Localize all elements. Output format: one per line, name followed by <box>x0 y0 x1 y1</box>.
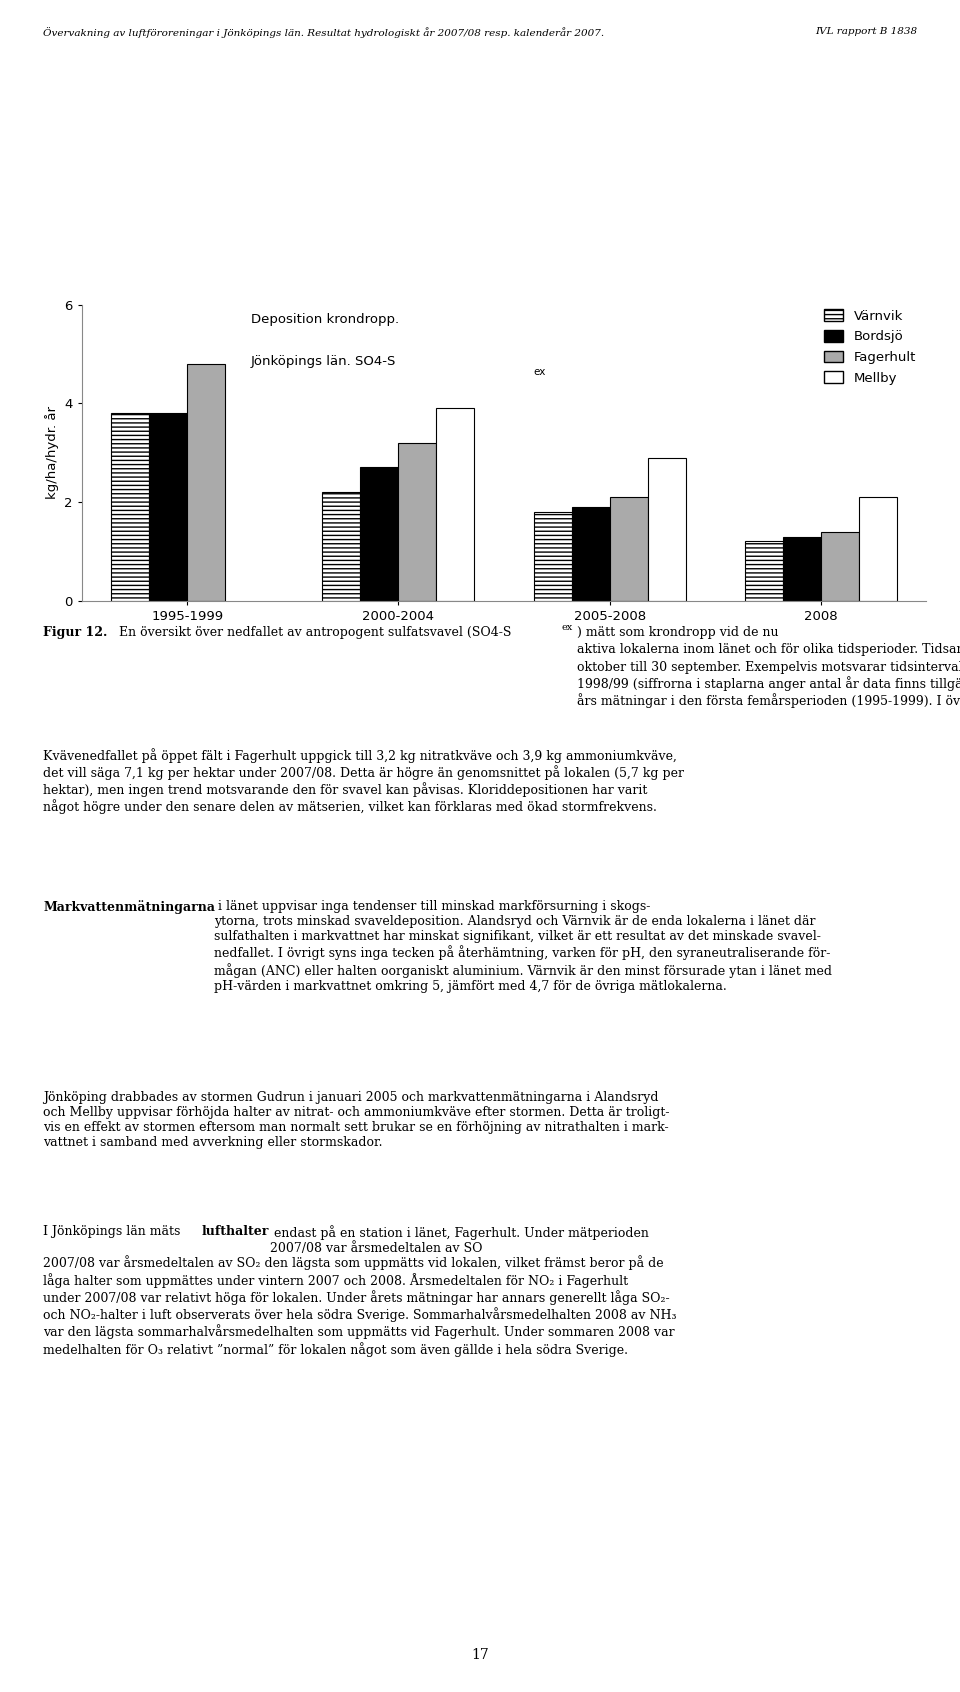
Bar <box>187 364 226 601</box>
Bar <box>398 443 437 601</box>
Text: 17: 17 <box>471 1648 489 1662</box>
Text: endast på en station i länet, Fagerhult. Under mätperioden
2007/08 var årsmedelt: endast på en station i länet, Fagerhult.… <box>270 1225 649 1255</box>
Y-axis label: kg/ha/hydr. år: kg/ha/hydr. år <box>44 406 59 499</box>
Bar <box>821 531 859 601</box>
Bar <box>745 541 782 601</box>
Legend: Värnvik, Bordsjö, Fagerhult, Mellby: Värnvik, Bordsjö, Fagerhult, Mellby <box>821 305 920 389</box>
Text: i länet uppvisar inga tendenser till minskad markförsurning i skogs-
ytorna, tro: i länet uppvisar inga tendenser till min… <box>214 900 832 993</box>
Text: I Jönköpings län mäts: I Jönköpings län mäts <box>43 1225 184 1239</box>
Bar <box>323 492 360 601</box>
Bar <box>648 457 685 601</box>
Text: ) mätt som krondropp vid de nu
aktiva lokalerna inom länet och för olika tidsper: ) mätt som krondropp vid de nu aktiva lo… <box>577 626 960 707</box>
Bar <box>534 513 571 601</box>
Bar <box>360 467 398 601</box>
Text: lufthalter: lufthalter <box>202 1225 269 1239</box>
Bar <box>610 497 648 601</box>
Text: Markvattenmätningarna: Markvattenmätningarna <box>43 900 215 914</box>
Bar <box>782 536 821 601</box>
Text: En översikt över nedfallet av antropogent sulfatsvavel (SO4-S: En översikt över nedfallet av antropogen… <box>115 626 512 640</box>
Bar <box>859 497 897 601</box>
Text: Figur 12.: Figur 12. <box>43 626 108 640</box>
Bar <box>149 413 187 601</box>
Bar <box>111 413 149 601</box>
Text: 2007/08 var årsmedeltalen av SO₂ den lägsta som uppmätts vid lokalen, vilket frä: 2007/08 var årsmedeltalen av SO₂ den läg… <box>43 1255 677 1357</box>
Text: Kvävenedfallet på öppet fält i Fagerhult uppgick till 3,2 kg nitratkväve och 3,9: Kvävenedfallet på öppet fält i Fagerhult… <box>43 748 684 814</box>
Text: Deposition krondropp.: Deposition krondropp. <box>251 313 398 327</box>
Text: ex: ex <box>562 623 573 631</box>
Text: Övervakning av luftföroreningar i Jönköpings län. Resultat hydrologiskt år 2007/: Övervakning av luftföroreningar i Jönköp… <box>43 27 605 37</box>
Text: ex: ex <box>534 367 546 377</box>
Text: Jönköping drabbades av stormen Gudrun i januari 2005 och markvattenmätningarna i: Jönköping drabbades av stormen Gudrun i … <box>43 1091 670 1149</box>
Text: IVL rapport B 1838: IVL rapport B 1838 <box>815 27 917 36</box>
Bar <box>571 508 610 601</box>
Bar <box>437 408 474 601</box>
Text: Jönköpings län. SO4-S: Jönköpings län. SO4-S <box>251 355 396 367</box>
